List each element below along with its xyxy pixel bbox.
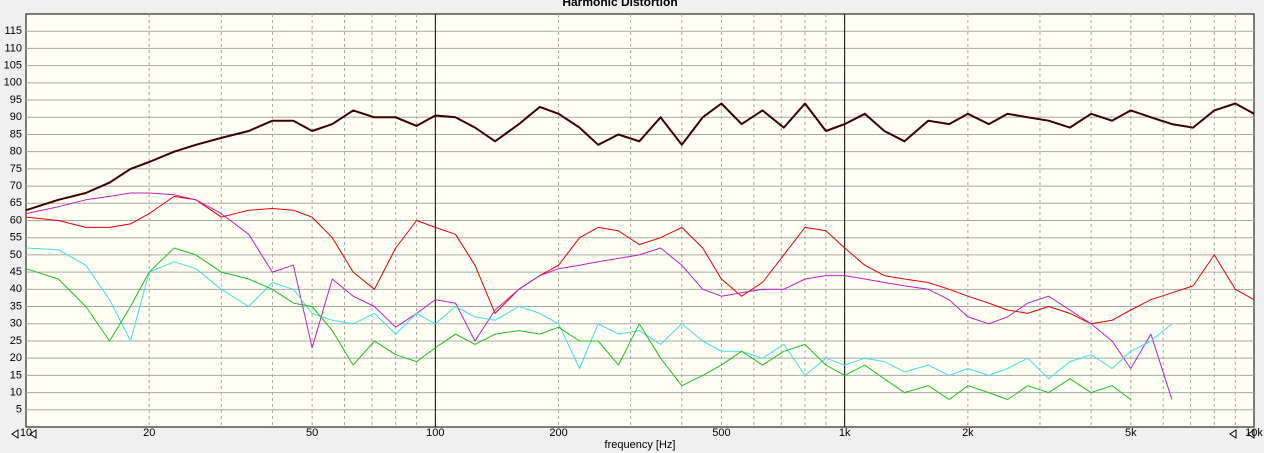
y-tick-label: 15 bbox=[10, 369, 22, 381]
series-line bbox=[25, 247, 1173, 380]
x-axis-label: frequency [Hz] bbox=[605, 439, 676, 451]
y-tick-label: 110 bbox=[4, 42, 22, 54]
x-tick-label: 1k bbox=[839, 427, 851, 439]
y-tick-label: 40 bbox=[10, 283, 22, 295]
y-tick-label: 55 bbox=[10, 232, 22, 244]
y-tick-label: 90 bbox=[10, 111, 22, 123]
x-tick-label: 200 bbox=[549, 427, 567, 439]
y-tick-label: 25 bbox=[10, 335, 22, 347]
y-tick-label: 60 bbox=[10, 214, 22, 226]
y-tick-label: 115 bbox=[4, 25, 22, 37]
y-tick-label: 85 bbox=[10, 128, 22, 140]
y-tick-label: 105 bbox=[4, 60, 22, 72]
y-tick-label: 45 bbox=[10, 266, 22, 278]
y-tick-label: 80 bbox=[10, 146, 22, 158]
y-tick-label: 50 bbox=[10, 249, 22, 261]
x-tick-label: 5k bbox=[1125, 427, 1137, 439]
series-line bbox=[25, 192, 1173, 400]
y-tick-label: 75 bbox=[10, 163, 22, 175]
y-tick-label: 5 bbox=[16, 404, 22, 416]
y-tick-label: 100 bbox=[4, 77, 22, 89]
series-line bbox=[25, 102, 1255, 212]
y-tick-label: 10 bbox=[10, 386, 22, 398]
y-tick-label: 65 bbox=[10, 197, 22, 209]
series-line bbox=[25, 195, 1255, 325]
x-tick-label: 50 bbox=[306, 427, 318, 439]
scroll-right-icon[interactable] bbox=[1229, 429, 1255, 439]
x-tick-label: 2k bbox=[962, 427, 974, 439]
chart-title: Harmonic Distortion bbox=[562, 0, 677, 9]
y-tick-label: 35 bbox=[10, 300, 22, 312]
y-tick-label: 70 bbox=[10, 180, 22, 192]
x-tick-label: 100 bbox=[426, 427, 444, 439]
series-line bbox=[25, 247, 1132, 400]
x-tick-label: 500 bbox=[712, 427, 730, 439]
x-tick-label: 10 bbox=[20, 427, 32, 439]
y-tick-label: 30 bbox=[10, 318, 22, 330]
scroll-left-icon[interactable] bbox=[11, 429, 37, 439]
y-tick-label: 20 bbox=[10, 352, 22, 364]
x-tick-label: 10k bbox=[1245, 427, 1263, 439]
y-tick-label: 95 bbox=[10, 94, 22, 106]
x-tick-label: 20 bbox=[143, 427, 155, 439]
